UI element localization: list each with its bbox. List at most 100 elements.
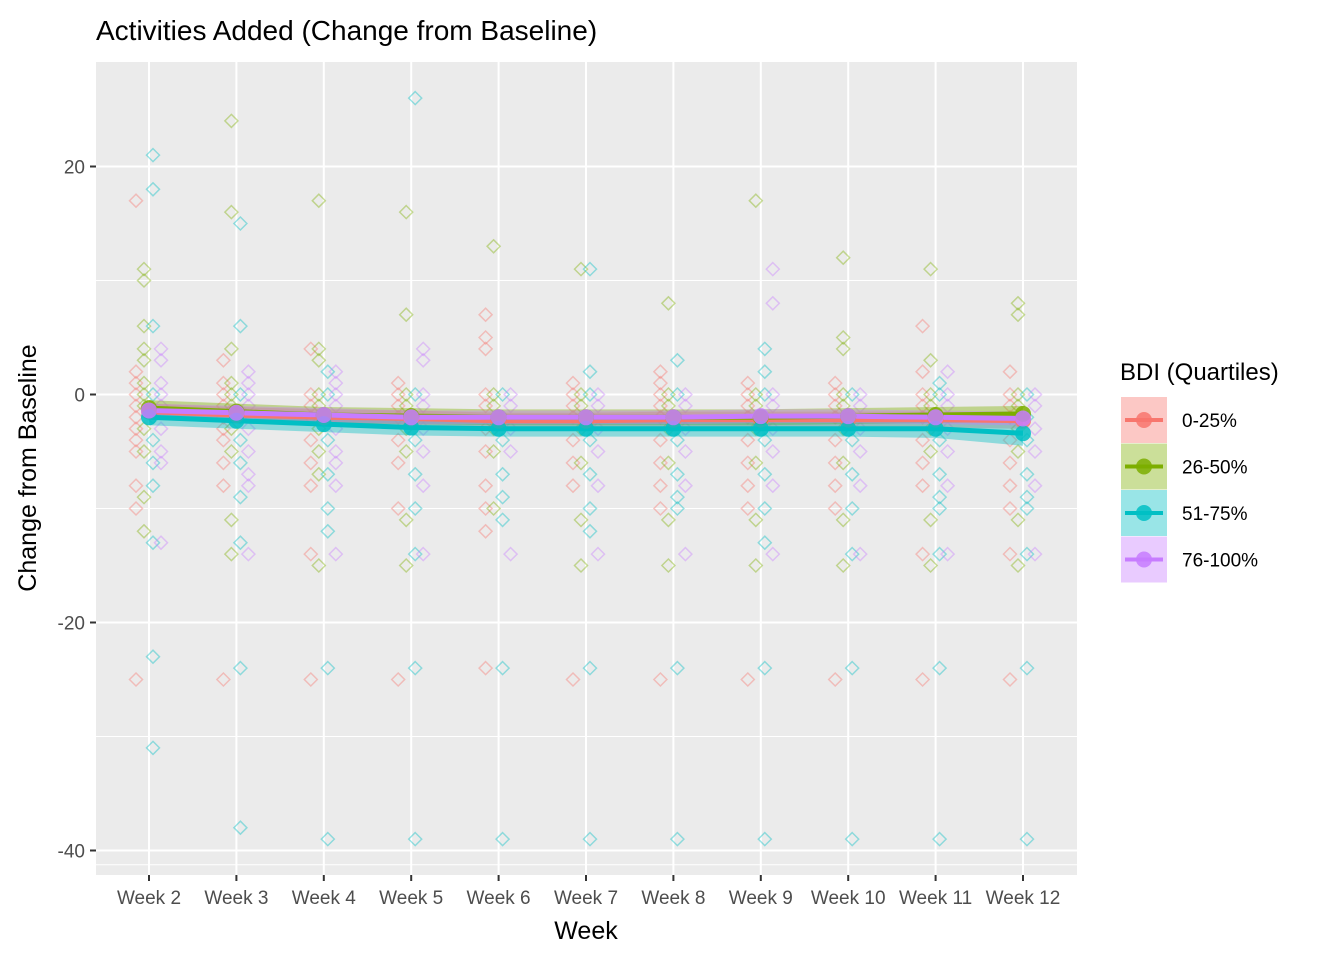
data-point bbox=[303, 386, 319, 403]
data-point bbox=[232, 455, 248, 471]
data-point bbox=[652, 478, 668, 494]
data-point bbox=[478, 398, 494, 414]
data-point bbox=[757, 500, 773, 517]
data-point bbox=[232, 318, 248, 334]
data-point bbox=[232, 535, 248, 551]
data-point bbox=[145, 649, 161, 665]
data-point bbox=[145, 386, 161, 403]
data-point bbox=[1010, 386, 1026, 403]
data-point bbox=[590, 398, 606, 414]
data-point bbox=[852, 478, 868, 494]
data-point bbox=[495, 660, 511, 676]
data-point bbox=[827, 671, 843, 688]
data-point bbox=[390, 500, 406, 517]
data-point bbox=[740, 500, 756, 517]
data-point bbox=[153, 443, 169, 460]
data-point bbox=[915, 386, 931, 403]
data-point bbox=[940, 546, 956, 562]
data-point bbox=[136, 272, 152, 289]
mean-point bbox=[141, 402, 157, 419]
data-point bbox=[660, 557, 676, 574]
data-point bbox=[398, 557, 414, 574]
x-tick-label: Week 10 bbox=[811, 888, 886, 909]
data-point bbox=[303, 341, 319, 357]
data-point bbox=[478, 660, 494, 676]
mean-point bbox=[490, 420, 507, 437]
data-point bbox=[1002, 386, 1018, 403]
data-point bbox=[486, 386, 502, 403]
data-point bbox=[827, 478, 843, 494]
data-point bbox=[915, 398, 931, 414]
data-point bbox=[677, 386, 693, 403]
data-point bbox=[565, 478, 581, 494]
data-point bbox=[495, 512, 511, 528]
data-point bbox=[940, 386, 956, 403]
data-point bbox=[844, 831, 860, 847]
data-point bbox=[407, 500, 423, 517]
data-point bbox=[398, 307, 414, 323]
legend-key-point bbox=[1136, 412, 1152, 428]
mean-point bbox=[403, 409, 420, 426]
mean-point bbox=[578, 409, 594, 426]
data-point bbox=[765, 386, 781, 403]
data-point bbox=[565, 386, 581, 403]
legend-label: 51-75% bbox=[1182, 504, 1248, 525]
data-point bbox=[407, 546, 423, 562]
data-point bbox=[1010, 443, 1026, 460]
data-point bbox=[223, 386, 239, 403]
data-point bbox=[478, 341, 494, 357]
y-axis-title: Change from Baseline bbox=[14, 344, 42, 591]
data-point bbox=[923, 443, 939, 460]
data-point bbox=[320, 831, 336, 847]
data-point bbox=[1027, 478, 1043, 494]
data-point bbox=[145, 455, 161, 471]
data-point bbox=[398, 512, 414, 528]
data-point bbox=[223, 512, 239, 528]
data-point bbox=[415, 443, 431, 460]
data-point bbox=[852, 546, 868, 562]
data-point bbox=[328, 398, 344, 414]
data-point bbox=[136, 523, 152, 539]
data-point bbox=[223, 113, 239, 129]
data-point bbox=[303, 455, 319, 471]
data-point bbox=[835, 250, 851, 266]
data-point bbox=[757, 364, 773, 380]
legend-label: 26-50% bbox=[1182, 458, 1248, 479]
data-point bbox=[328, 546, 344, 562]
mean-markers bbox=[141, 400, 1031, 442]
data-point bbox=[311, 193, 327, 209]
data-point bbox=[128, 409, 144, 425]
mean-point bbox=[840, 420, 857, 437]
data-point bbox=[390, 671, 406, 688]
legend: BDI (Quartiles) 0-25% 26-50% 51-75% 76-100% bbox=[1120, 359, 1279, 583]
data-point bbox=[573, 386, 589, 403]
data-point bbox=[748, 557, 764, 574]
data-point bbox=[844, 546, 860, 562]
data-point bbox=[128, 375, 144, 391]
data-point bbox=[503, 546, 519, 562]
data-point bbox=[932, 546, 948, 562]
data-point bbox=[128, 500, 144, 517]
data-point bbox=[145, 147, 161, 163]
data-point bbox=[415, 398, 431, 414]
data-point bbox=[748, 386, 764, 403]
data-point bbox=[128, 364, 144, 380]
data-point bbox=[153, 375, 169, 391]
y-tick-label: 20 bbox=[64, 158, 85, 179]
data-point bbox=[495, 432, 511, 448]
mean-point bbox=[228, 404, 245, 421]
data-point bbox=[582, 386, 598, 403]
x-axis: Week 2 Week 3 Week 4 Week 5 Week 6 Week 7 Week… bbox=[117, 875, 1060, 909]
data-point bbox=[320, 500, 336, 517]
data-point bbox=[652, 386, 668, 403]
data-point bbox=[765, 261, 781, 277]
data-point bbox=[145, 740, 161, 756]
mean-point bbox=[665, 409, 682, 426]
data-point bbox=[923, 557, 939, 574]
data-point bbox=[215, 421, 231, 437]
data-point bbox=[407, 466, 423, 482]
data-point bbox=[328, 443, 344, 460]
data-point bbox=[232, 432, 248, 448]
data-point bbox=[827, 500, 843, 517]
data-point bbox=[478, 478, 494, 494]
